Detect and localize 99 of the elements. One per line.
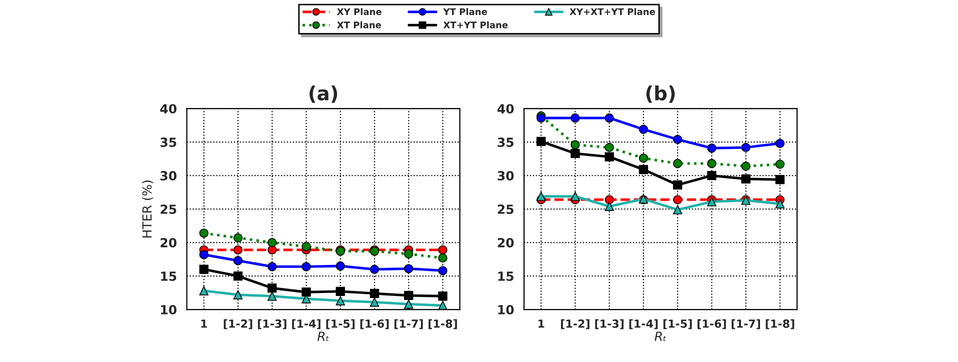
x-axis-title: Rₜ — [317, 332, 329, 341]
y-tick-label: 10 — [161, 304, 176, 314]
point — [673, 180, 682, 190]
point — [570, 140, 580, 150]
point — [302, 242, 311, 252]
x-tick-label: [1-8] — [428, 319, 457, 330]
point — [536, 192, 546, 201]
point — [370, 264, 380, 274]
point — [268, 262, 277, 272]
legend-label: XY Plane — [337, 8, 382, 16]
y-tick-label: 30 — [498, 171, 514, 180]
point — [199, 250, 208, 260]
y-tick-label: 10 — [498, 304, 514, 314]
y-tick-label: 20 — [160, 238, 176, 248]
y-tick-label: 35 — [160, 138, 176, 148]
legend-label: XT+YT Plane — [443, 21, 508, 28]
point — [404, 264, 414, 274]
point — [438, 266, 448, 276]
x-axis-title: Rₜ — [654, 332, 666, 341]
point — [404, 249, 414, 259]
point — [199, 228, 208, 238]
point — [336, 261, 345, 271]
point — [233, 245, 243, 254]
x-tick-label: [1-2] — [224, 319, 252, 330]
point — [570, 192, 580, 201]
point — [775, 199, 785, 208]
x-tick-label: 1 — [538, 320, 544, 328]
point — [302, 288, 311, 297]
point — [604, 142, 614, 152]
point — [638, 164, 648, 174]
point — [233, 271, 243, 281]
point — [370, 288, 380, 298]
point — [233, 256, 243, 266]
point — [775, 138, 785, 148]
point — [570, 148, 580, 158]
y-tick-label: 15 — [161, 272, 176, 281]
x-tick-label: [1-6] — [698, 319, 726, 330]
point — [707, 158, 716, 168]
point — [438, 253, 448, 263]
x-tick-label: [1-3] — [258, 319, 286, 330]
point — [775, 175, 785, 184]
x-tick-label: [1-6] — [360, 319, 389, 330]
point — [707, 144, 716, 153]
x-tick-label: 1 — [201, 320, 207, 328]
point — [604, 113, 614, 123]
x-tick-label: [1-5] — [663, 319, 692, 330]
y-tick-label: 40 — [497, 104, 514, 114]
point — [233, 290, 243, 300]
y-tick-label: 25 — [160, 204, 176, 214]
y-tick-label: 20 — [498, 238, 514, 248]
point — [775, 160, 785, 169]
point — [268, 238, 277, 248]
point — [570, 113, 580, 123]
legend-label: XY+XT+YT Plane — [570, 8, 656, 16]
point — [404, 290, 414, 300]
x-tick-label: [1-2] — [561, 319, 590, 330]
y-tick-label: 15 — [498, 272, 514, 281]
point — [302, 262, 311, 272]
point — [199, 264, 208, 274]
point — [438, 292, 448, 301]
point — [707, 170, 716, 180]
y-tick-label: 35 — [498, 138, 514, 148]
y-tick-label: 30 — [160, 171, 176, 180]
point — [404, 300, 414, 309]
y-tick-label: 25 — [498, 204, 514, 214]
point — [199, 286, 208, 296]
point — [673, 158, 682, 168]
point — [336, 296, 345, 306]
x-tick-label: [1-8] — [766, 319, 794, 330]
point — [741, 174, 750, 184]
point — [741, 142, 750, 152]
x-tick-label: [1-5] — [326, 319, 355, 330]
point — [268, 283, 277, 293]
point — [673, 205, 682, 214]
point — [604, 202, 614, 211]
point — [438, 245, 448, 254]
x-tick-label: [1-4] — [292, 319, 320, 330]
chart-title: (a) — [310, 86, 338, 103]
y-tick-label: 40 — [160, 104, 176, 114]
x-tick-label: [1-7] — [732, 319, 760, 330]
legend-label: XT Plane — [337, 21, 382, 28]
x-tick-label: [1-4] — [629, 319, 658, 330]
point — [536, 136, 546, 146]
point — [370, 298, 380, 307]
point — [673, 134, 682, 144]
point — [638, 124, 648, 134]
point — [268, 292, 277, 301]
point — [604, 152, 614, 162]
point — [673, 195, 682, 204]
point — [233, 233, 243, 242]
x-tick-label: [1-3] — [595, 319, 624, 330]
point — [336, 286, 345, 296]
point — [638, 154, 648, 163]
y-axis-title: HTER (%) — [142, 180, 154, 238]
chart-title: (b) — [646, 85, 675, 103]
point — [741, 162, 750, 171]
point — [604, 195, 614, 204]
legend-label: YT Plane — [443, 8, 487, 16]
x-tick-label: [1-7] — [394, 319, 423, 330]
